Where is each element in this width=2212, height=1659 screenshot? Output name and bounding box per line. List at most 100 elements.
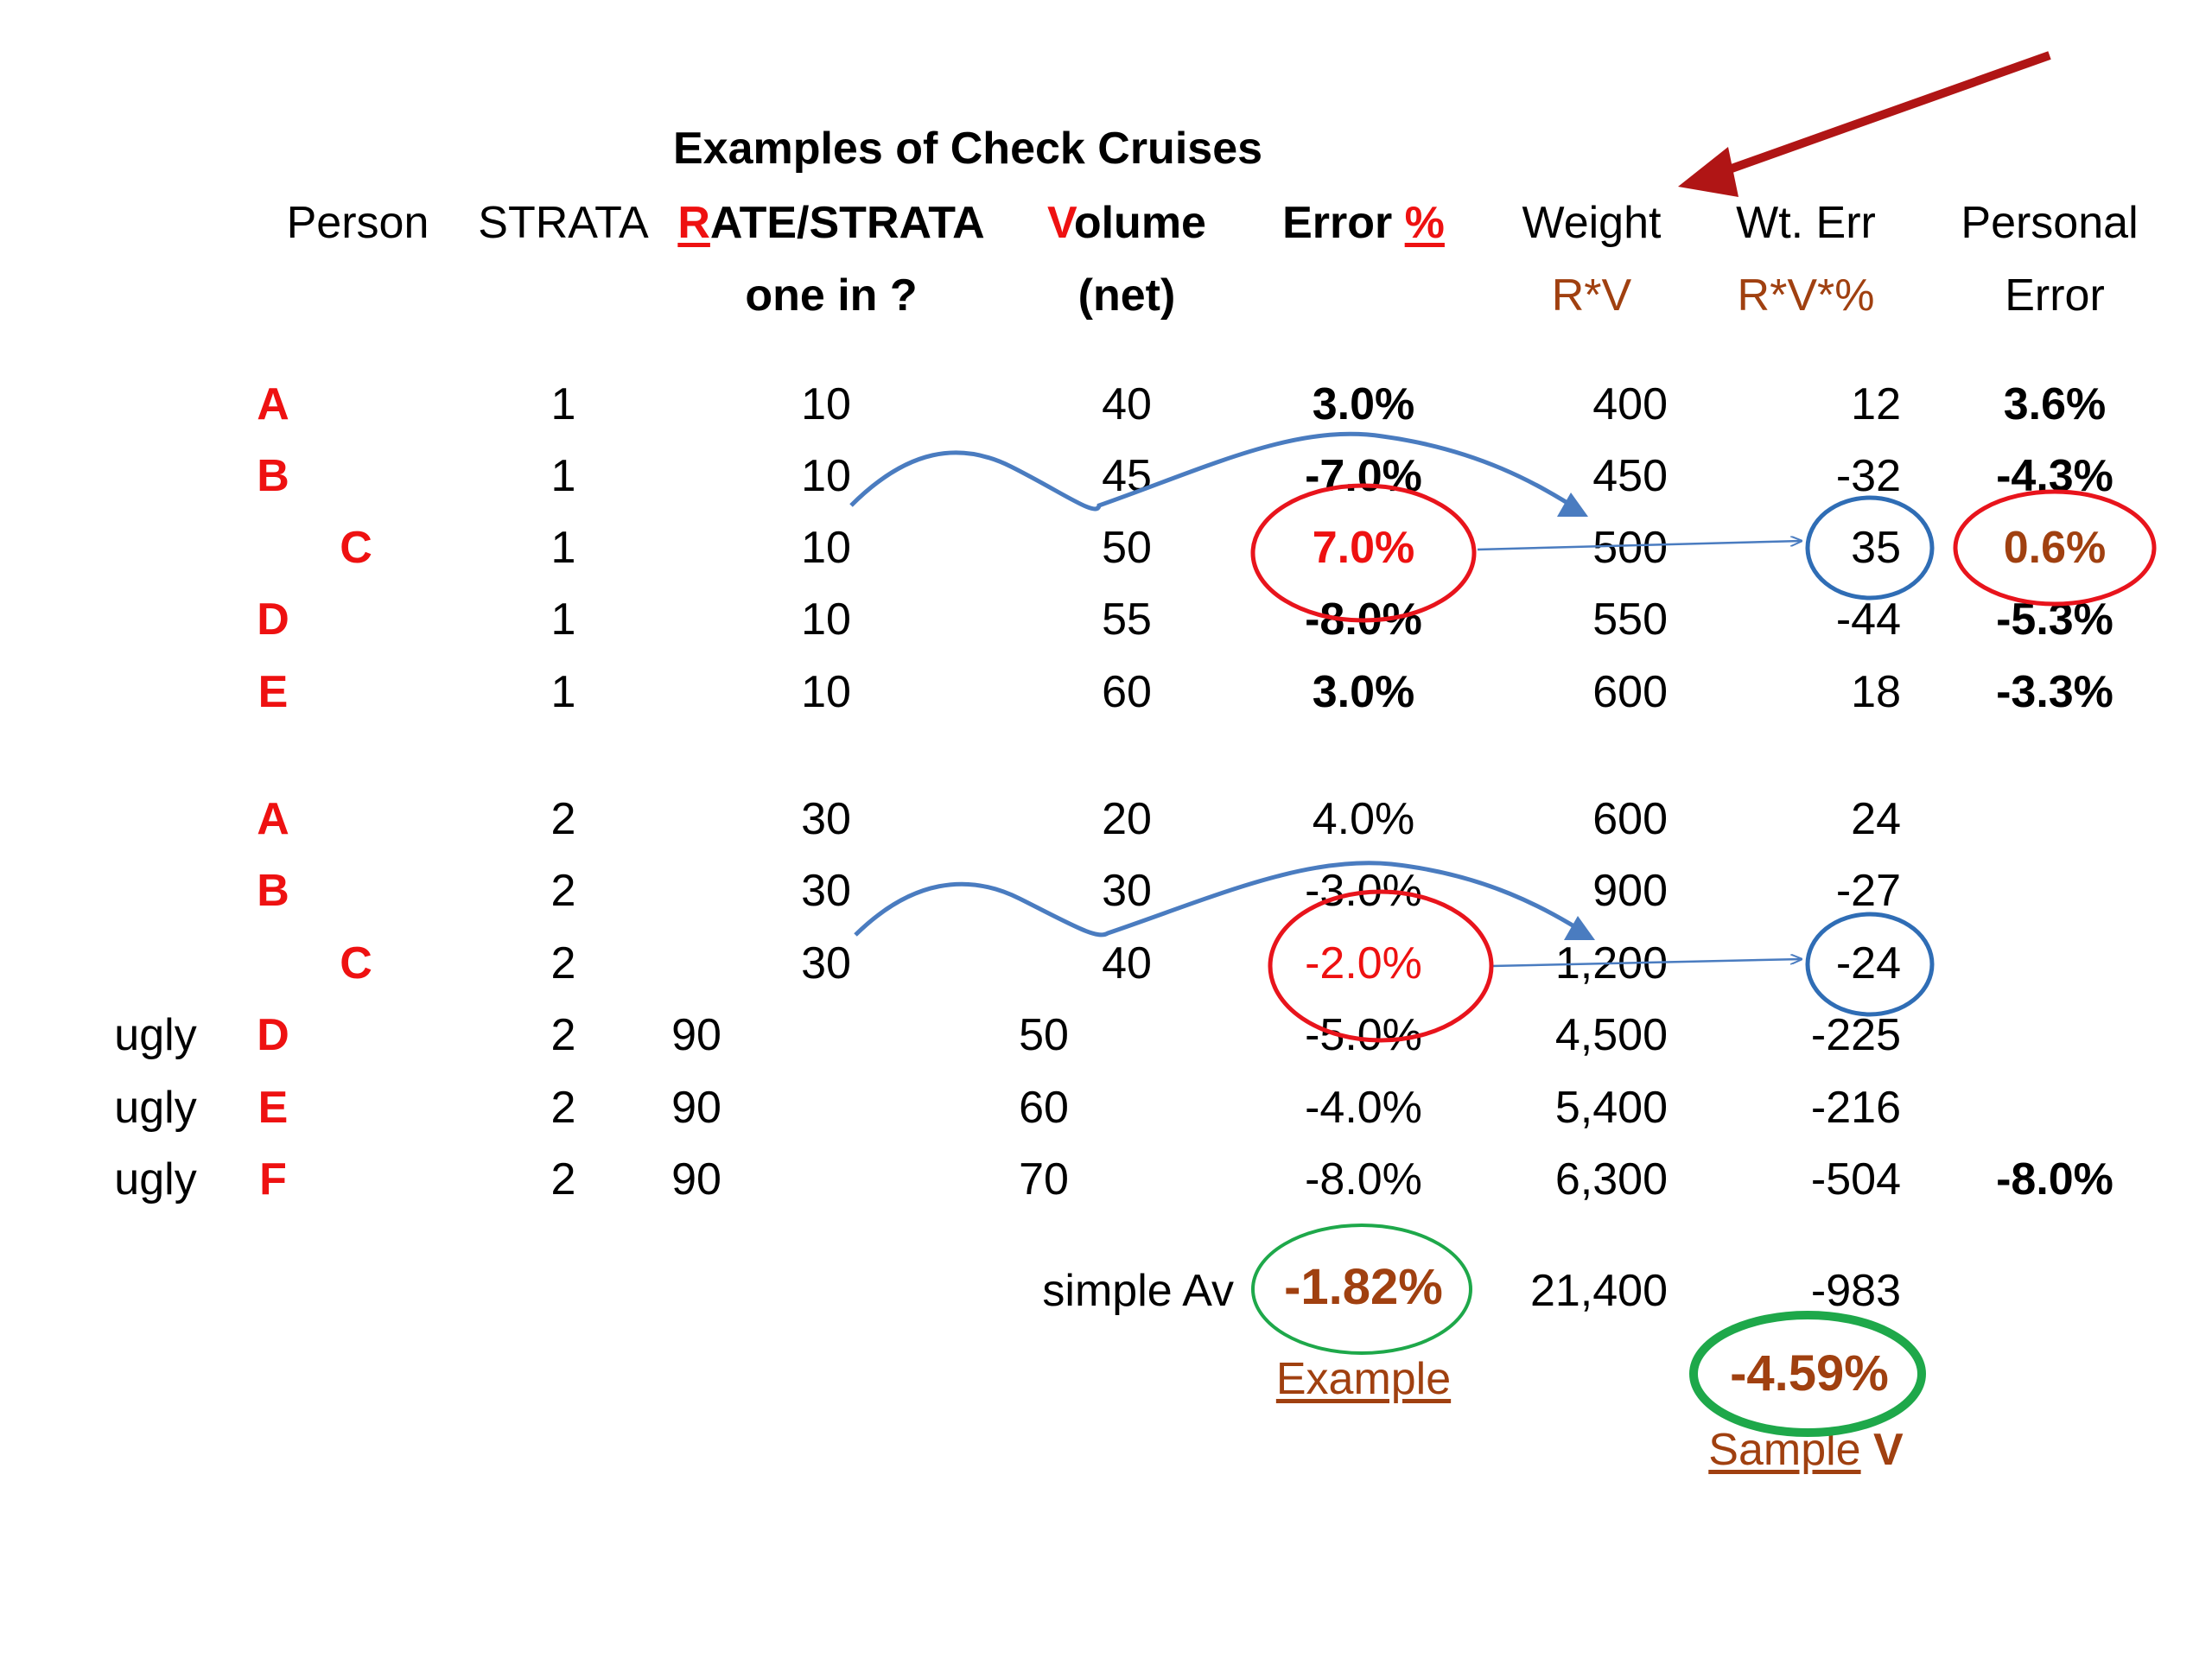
- row-volume: 55: [1102, 594, 1152, 645]
- sheet-title: Examples of Check Cruises: [672, 124, 1263, 174]
- header-rate-letter: R: [677, 198, 710, 248]
- row-error: -8.0%: [1305, 1154, 1422, 1205]
- blue-curve-arrow-strata1: [849, 431, 1583, 514]
- row-error: 3.0%: [1312, 379, 1415, 429]
- row-error: 4.0%: [1312, 794, 1415, 844]
- row-weight: 500: [1592, 523, 1668, 573]
- header-error: Error %: [1282, 197, 1445, 249]
- header-weight: Weight: [1522, 198, 1662, 248]
- row-weight: 1,200: [1554, 938, 1668, 988]
- header-error-label: Error: [1282, 198, 1405, 248]
- row-rate: 30: [801, 866, 851, 916]
- row-person: C: [340, 523, 372, 573]
- header-strata: STRATA: [478, 198, 649, 248]
- row-weight: 4,500: [1554, 1010, 1668, 1060]
- row-wt-err: -24: [1835, 938, 1901, 988]
- row-wt-err: -225: [1810, 1010, 1901, 1060]
- header-volume-sub: (net): [1077, 270, 1176, 321]
- header-wt-err: Wt. Err: [1736, 198, 1876, 248]
- blue-curve-arrowhead-strata1: [1557, 493, 1588, 517]
- simple-av-value: -1.82%: [1284, 1259, 1443, 1315]
- header-weight-sub: R*V: [1551, 270, 1632, 321]
- row-personal-error: -3.3%: [1996, 667, 2113, 717]
- row-strata: 2: [550, 794, 576, 844]
- row-weight: 400: [1592, 379, 1668, 429]
- row-wt-err: 24: [1851, 794, 1901, 844]
- row-tag: ugly: [114, 1083, 197, 1133]
- row-rate: 30: [801, 938, 851, 988]
- row-strata: 2: [550, 1083, 576, 1133]
- row-strata: 2: [550, 938, 576, 988]
- row-volume: 50: [1019, 1010, 1069, 1060]
- row-person: A: [257, 379, 289, 429]
- header-wt-err-sub: R*V*%: [1737, 270, 1875, 321]
- row-strata: 2: [550, 1154, 576, 1205]
- total-weight: 21,400: [1529, 1266, 1668, 1316]
- row-weight: 600: [1592, 667, 1668, 717]
- total-wt-err: -983: [1810, 1266, 1901, 1316]
- simple-av-label: simple Av: [1042, 1266, 1234, 1316]
- row-person: E: [257, 1083, 289, 1133]
- header-person: Person: [286, 198, 429, 248]
- row-rate: 10: [801, 451, 851, 501]
- sample-v: V: [1873, 1425, 1904, 1475]
- row-volume: 45: [1102, 451, 1152, 501]
- row-wt-err: -216: [1810, 1083, 1901, 1133]
- red-pointer-arrow-line: [1718, 51, 2051, 177]
- row-weight: 900: [1592, 866, 1668, 916]
- row-person: B: [257, 451, 289, 501]
- header-rate: RATE/STRATA: [677, 197, 984, 249]
- row-rate: 10: [801, 379, 851, 429]
- row-weight: 600: [1592, 794, 1668, 844]
- row-strata: 1: [550, 451, 576, 501]
- row-person: D: [257, 1010, 289, 1060]
- header-volume-letter: V: [1047, 198, 1074, 248]
- row-strata: 1: [550, 523, 576, 573]
- row-error: 7.0%: [1312, 523, 1415, 573]
- row-wt-err: -44: [1835, 594, 1901, 645]
- row-person: F: [259, 1154, 287, 1205]
- row-wt-err: 35: [1851, 523, 1901, 573]
- row-strata: 2: [550, 1010, 576, 1060]
- row-wt-err: 12: [1851, 379, 1901, 429]
- weighted-error-value: -4.59%: [1730, 1345, 1889, 1402]
- header-rate-rest: ATE/STRATA: [709, 198, 985, 248]
- row-rate: 10: [801, 594, 851, 645]
- header-personal: Personal: [1961, 198, 2139, 248]
- row-personal-error: 0.6%: [2003, 523, 2107, 573]
- row-wt-err: -32: [1835, 451, 1901, 501]
- header-error-pct: %: [1404, 198, 1445, 248]
- row-error: -3.0%: [1305, 866, 1422, 916]
- row-strata: 1: [550, 379, 576, 429]
- row-error: -8.0%: [1305, 594, 1422, 645]
- row-strata: 1: [550, 667, 576, 717]
- row-weight: 6,300: [1554, 1154, 1668, 1205]
- row-wt-err: -504: [1810, 1154, 1901, 1205]
- row-error: -5.0%: [1305, 1010, 1422, 1060]
- blue-curve-arrowhead-strata2: [1564, 916, 1595, 940]
- red-pointer-arrowhead: [1678, 147, 1738, 197]
- blue-curve-arrow-strata2: [854, 861, 1590, 938]
- row-volume: 50: [1102, 523, 1152, 573]
- row-personal-error: -8.0%: [1996, 1154, 2113, 1205]
- row-personal-error: 3.6%: [2003, 379, 2107, 429]
- row-error: -4.0%: [1305, 1083, 1422, 1133]
- row-error: -2.0%: [1305, 938, 1422, 988]
- row-rate: 90: [671, 1010, 721, 1060]
- row-person: D: [257, 594, 289, 645]
- row-rate: 10: [801, 667, 851, 717]
- sample-label: Sample: [1708, 1425, 1861, 1475]
- row-volume: 20: [1102, 794, 1152, 844]
- row-strata: 2: [550, 866, 576, 916]
- row-error: 3.0%: [1312, 667, 1415, 717]
- row-volume: 70: [1019, 1154, 1069, 1205]
- row-weight: 5,400: [1554, 1083, 1668, 1133]
- row-person: A: [257, 794, 289, 844]
- row-volume: 60: [1102, 667, 1152, 717]
- row-weight: 550: [1592, 594, 1668, 645]
- row-tag: ugly: [114, 1010, 197, 1060]
- row-rate: 90: [671, 1083, 721, 1133]
- row-rate: 90: [671, 1154, 721, 1205]
- header-volume: Volume: [1047, 197, 1206, 249]
